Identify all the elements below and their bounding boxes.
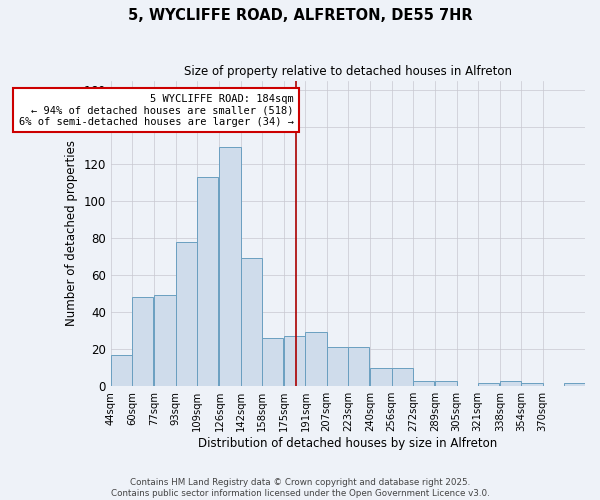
Y-axis label: Number of detached properties: Number of detached properties <box>65 140 78 326</box>
Text: 5, WYCLIFFE ROAD, ALFRETON, DE55 7HR: 5, WYCLIFFE ROAD, ALFRETON, DE55 7HR <box>128 8 472 22</box>
Bar <box>132 298 153 386</box>
X-axis label: Distribution of detached houses by size in Alfreton: Distribution of detached houses by size … <box>198 437 497 450</box>
Bar <box>111 354 132 386</box>
Bar <box>392 368 413 386</box>
Bar <box>478 382 499 386</box>
Title: Size of property relative to detached houses in Alfreton: Size of property relative to detached ho… <box>184 65 512 78</box>
Bar <box>521 382 542 386</box>
Bar <box>413 380 434 386</box>
Text: Contains HM Land Registry data © Crown copyright and database right 2025.
Contai: Contains HM Land Registry data © Crown c… <box>110 478 490 498</box>
Bar <box>284 336 305 386</box>
Bar <box>564 382 585 386</box>
Bar <box>197 177 218 386</box>
Bar <box>370 368 392 386</box>
Bar <box>220 147 241 386</box>
Bar <box>305 332 326 386</box>
Bar <box>176 242 197 386</box>
Bar <box>436 380 457 386</box>
Bar <box>500 380 521 386</box>
Bar <box>326 348 348 386</box>
Text: 5 WYCLIFFE ROAD: 184sqm
← 94% of detached houses are smaller (518)
6% of semi-de: 5 WYCLIFFE ROAD: 184sqm ← 94% of detache… <box>19 94 293 126</box>
Bar <box>348 348 369 386</box>
Bar <box>241 258 262 386</box>
Bar <box>262 338 283 386</box>
Bar <box>154 296 176 386</box>
